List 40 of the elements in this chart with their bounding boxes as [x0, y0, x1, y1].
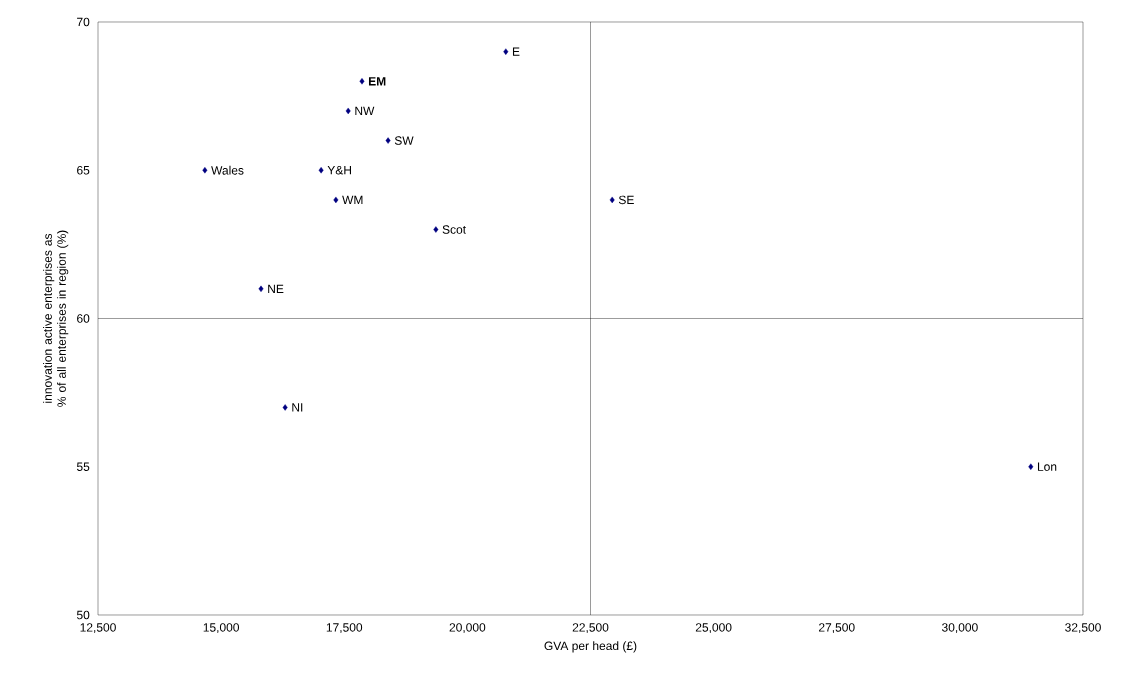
- annotation: SW: [394, 136, 414, 145]
- annotation: Scot: [442, 225, 466, 234]
- x-tick-label: 32,500: [1065, 623, 1101, 634]
- point: [202, 167, 208, 174]
- y-tick-label: 70: [77, 17, 90, 27]
- x-tick-label: 27,500: [819, 623, 855, 634]
- point: [385, 137, 391, 144]
- y-tick-label: 60: [77, 314, 90, 323]
- point: [433, 226, 439, 233]
- annotation: Lon: [1037, 462, 1057, 471]
- point: [503, 48, 509, 55]
- x-tick-label: 12,500: [80, 623, 116, 634]
- annotation: Wales: [211, 165, 244, 175]
- x-tick-label: 15,000: [203, 623, 240, 634]
- point: [333, 196, 339, 204]
- point: [282, 404, 288, 411]
- point: [1028, 463, 1034, 470]
- annotation: NW: [355, 106, 375, 116]
- annotation: E: [512, 47, 520, 56]
- point: [258, 285, 264, 293]
- annotation: NI: [292, 403, 303, 412]
- x-tick-label: 20,000: [449, 623, 486, 634]
- point: [609, 196, 615, 204]
- y-tick-label: 65: [77, 165, 90, 175]
- y-axis-title: innovation active enterprises as % of all enterprises in region (%): [43, 230, 69, 407]
- x-axis-title: GVA per head (£): [544, 641, 637, 653]
- annotation: WM: [342, 195, 363, 205]
- point: [318, 167, 324, 174]
- x-tick-label: 17,500: [326, 623, 363, 634]
- annotation: Y&H: [327, 166, 351, 175]
- x-tick-label: 22,500: [572, 623, 609, 634]
- y-tick-label: 55: [76, 462, 90, 471]
- x-tick-label: 30,000: [941, 623, 978, 634]
- annotation: NE: [268, 284, 284, 293]
- point: [345, 107, 351, 115]
- x-tick-label: 25,000: [695, 623, 732, 634]
- y-tick-label: 50: [76, 610, 90, 620]
- annotation: EM: [368, 77, 386, 86]
- point: [359, 78, 365, 85]
- annotation: SE: [618, 195, 634, 205]
